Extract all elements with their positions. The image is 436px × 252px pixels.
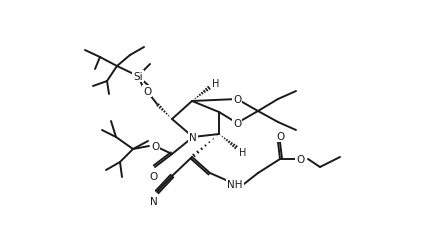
Text: N: N [189,133,197,142]
Text: H: H [239,147,247,158]
Text: H: H [212,79,220,89]
Text: O: O [149,171,157,181]
Text: NH: NH [227,179,243,189]
Text: O: O [276,132,284,141]
Text: N: N [150,196,158,206]
Text: O: O [233,94,241,105]
Text: O: O [233,118,241,129]
Text: O: O [296,154,304,164]
Text: Si: Si [133,72,143,82]
Text: O: O [151,141,159,151]
Text: O: O [143,87,151,97]
